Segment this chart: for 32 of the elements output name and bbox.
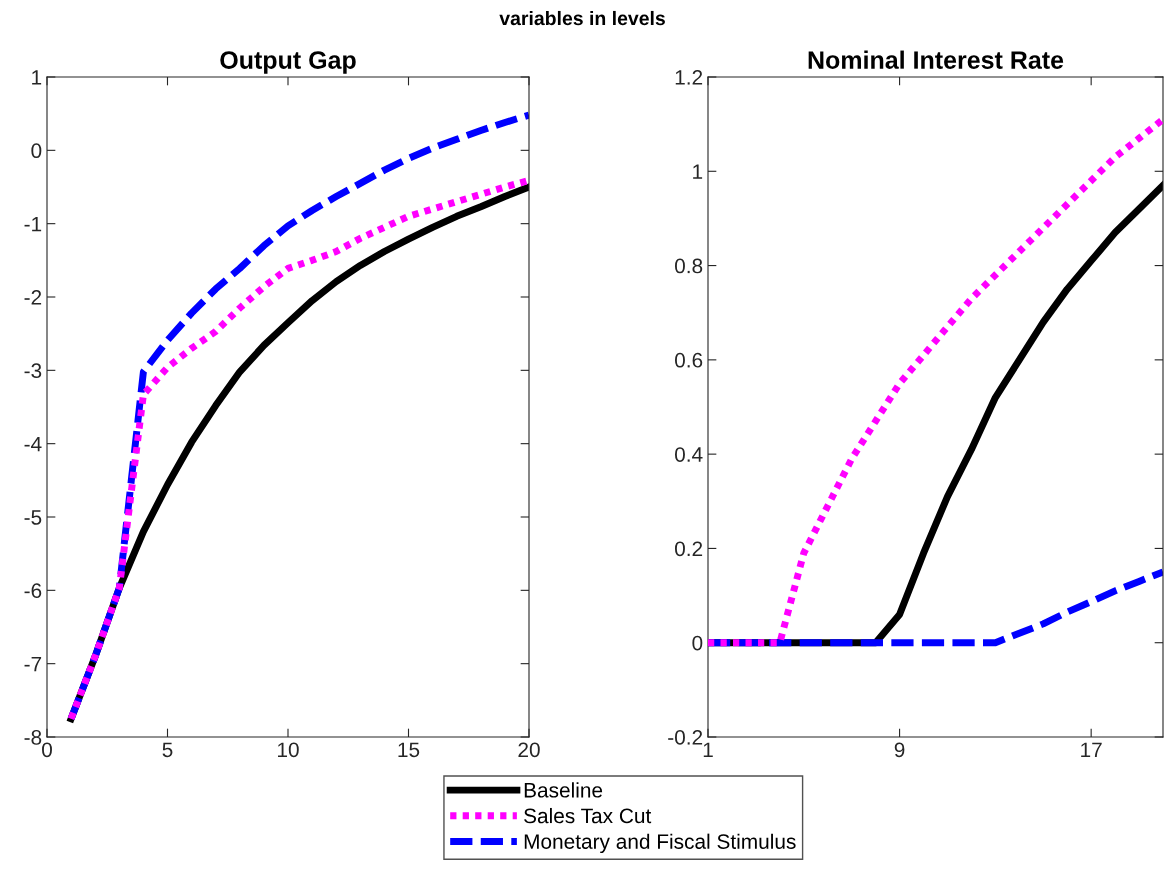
y-tick-label: -0.2	[668, 730, 703, 745]
y-tick-label: 0	[31, 143, 42, 159]
y-tick-label: -2	[24, 290, 42, 305]
legend-label: Monetary and Fiscal Stimulus	[524, 833, 796, 854]
y-tick-label: -6	[24, 583, 42, 599]
x-tick-label: 9	[894, 742, 905, 758]
legend-label: Baseline	[524, 782, 603, 798]
y-tick-label: 0	[692, 635, 703, 651]
chart-title: Nominal Interest Rate	[808, 50, 1064, 69]
y-tick-label: -1	[24, 216, 42, 232]
y-tick-label: 0.6	[674, 352, 703, 368]
y-tick-label: 1.2	[675, 70, 703, 85]
text: variables in levels	[499, 10, 665, 26]
y-tick-label: -8	[24, 730, 42, 745]
y-tick-label: 1	[693, 164, 703, 179]
y-tick-label: 0.4	[674, 447, 703, 462]
y-tick-label: 1	[32, 70, 42, 85]
y-tick-label: -5	[24, 510, 42, 525]
y-tick-label: -3	[24, 363, 42, 379]
x-tick-label: 1	[703, 742, 713, 757]
legend-label: Sales Tax Cut	[524, 807, 652, 824]
x-tick-label: 20	[518, 742, 540, 758]
y-tick-label: 0.2	[674, 541, 703, 557]
y-tick-label: -7	[24, 656, 42, 672]
y-tick-label: 0.8	[674, 258, 703, 274]
x-tick-label: 17	[1081, 742, 1102, 757]
x-tick-label: 10	[278, 742, 299, 758]
x-tick-label: 15	[398, 742, 420, 758]
chart-title: Output Gap	[220, 51, 356, 74]
x-tick-label: 5	[162, 742, 173, 758]
y-tick-label: -4	[24, 436, 42, 452]
x-tick-label: 0	[42, 742, 52, 758]
